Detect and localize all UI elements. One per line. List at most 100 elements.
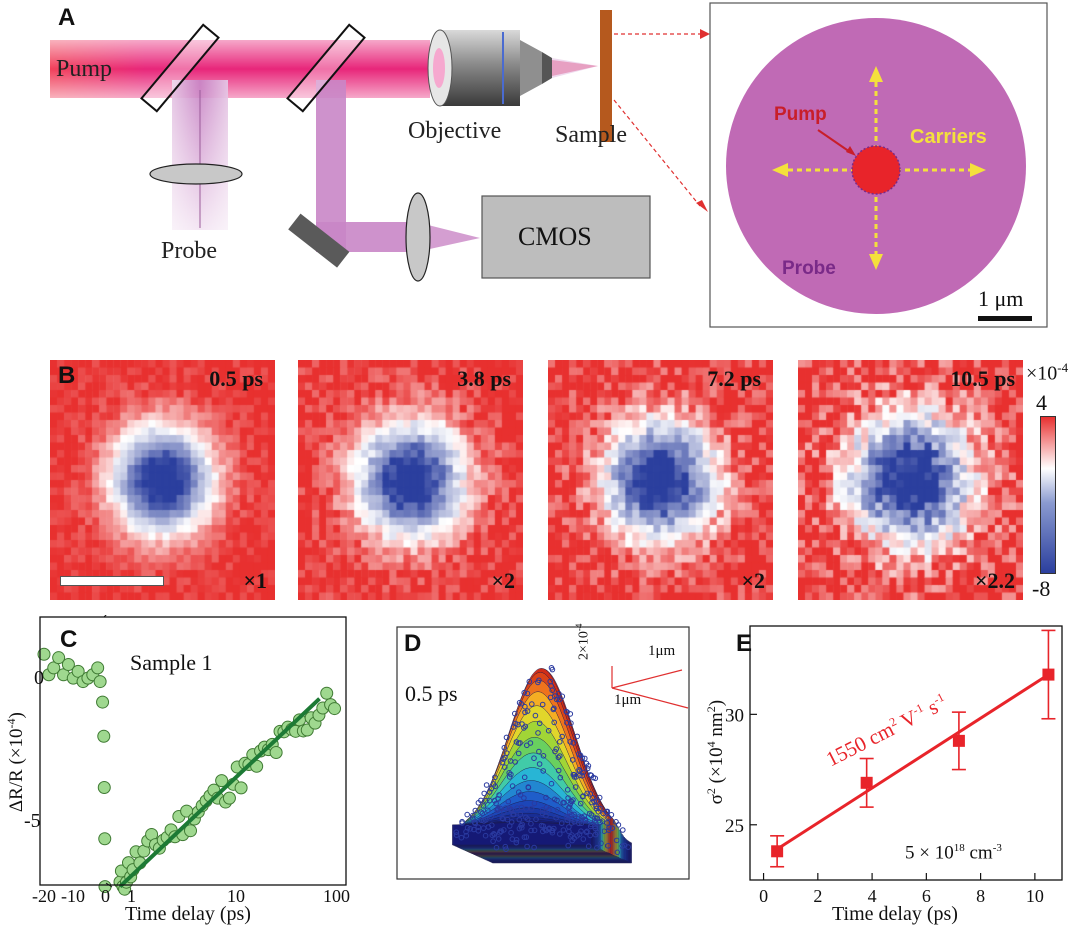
c-point [98,832,112,846]
c-point [234,781,248,795]
e-xtick: 10 [1026,886,1044,906]
heatmap-frame-1 [50,360,275,600]
c-point [61,658,75,671]
c-xlabel: Time delay (ps) [125,903,251,925]
panel-label-c: C [60,626,78,653]
frame-1: 0.5 ps ×1 [50,360,275,600]
frame-4-time: 10.5 ps [950,366,1015,391]
frame-4-scale: ×2.2 [974,568,1015,593]
cmos-label: CMOS [518,222,592,251]
objective-label: Objective [408,118,502,144]
panel-d-surface [396,626,690,880]
sample-label: Sample [555,122,627,148]
heatmap-frame-2 [298,360,523,600]
panel-label-d: D [404,630,422,657]
frame-3: 7.2 ps ×2 [548,360,773,600]
c-point [97,729,111,743]
colorbar [1040,416,1056,574]
frame-2-scale: ×2 [491,568,515,593]
c-xtick-6: 100 [323,886,350,906]
frame-2: 3.8 ps ×2 [298,360,523,600]
d-axis-x-label: 1μm [648,643,676,659]
e-point [771,845,784,858]
e-xtick: 4 [868,886,877,906]
e-xtick: 8 [976,886,985,906]
frame-3-time: 7.2 ps [707,366,761,391]
frame-1-time: 0.5 ps [209,366,263,391]
panel-label-e: E [736,630,753,657]
scale-bar-b [60,576,164,586]
colorbar-unit: ×10-4 [1026,360,1069,385]
d-time-label: 0.5 ps [405,681,458,706]
e-ytick: 25 [725,816,744,837]
e-fit-line [776,673,1050,851]
c-point [93,675,107,689]
beam-splitter-2 [286,23,366,113]
c-point [269,745,283,759]
heatmap-frame-4 [798,360,1023,600]
colorbar-min: -8 [1032,576,1051,601]
c-xtick-1: -10 [61,886,85,906]
return-beam [316,80,346,250]
c-point [328,702,342,716]
c-xtick-2: 0 [101,886,110,906]
frame-4: 10.5 ps ×2.2 [798,360,1023,600]
frame-2-time: 3.8 ps [457,366,511,391]
sample-plate [600,10,612,142]
panel-a-setup [50,2,1048,328]
beam-splitter-1 [140,23,220,113]
inset-scale-label: 1 μm [978,286,1024,311]
e-density-annotation: 5 × 1018 cm-3 [905,842,1002,864]
camera-lens [405,192,431,282]
axis-frame-c [39,616,347,886]
c-point [91,661,105,675]
c-point [52,651,66,665]
c-annotation: Sample 1 [130,650,213,675]
probe-label: Probe [161,238,217,264]
c-xtick-4: 1 [127,886,136,906]
objective [427,29,552,107]
d-axis-y-label: 1μm [614,692,642,708]
pump-label: Pump [56,56,113,82]
panel-c-chart [37,615,347,896]
e-xtick: 0 [759,886,768,906]
e-xlabel: Time delay (ps) [832,903,958,925]
c-xtick-5: 10 [227,886,245,906]
c-ytick-0: 0 [34,667,44,689]
c-xtick-0: -20 [32,886,56,906]
e-xtick: 6 [922,886,931,906]
frame-3-scale: ×2 [741,568,765,593]
e-point [952,734,965,747]
c-point [320,686,334,700]
d-axes-triad [611,666,689,709]
c-point [184,824,198,838]
c-point [37,647,51,661]
frame-1-scale: ×1 [243,568,267,593]
panel-label-b: B [58,362,76,389]
e-ylabel: σ2 (×104 nm2) [703,699,728,805]
probe-lens [149,163,243,185]
inset-carriers-label: Carriers [910,126,987,148]
fit-line [118,697,321,889]
c-point [215,774,229,788]
scale-bar-a [978,316,1032,321]
pump-spot [851,145,901,195]
e-point [1042,668,1055,681]
e-point [860,776,873,789]
carrier-arrows [786,80,972,256]
e-ytick: 30 [725,705,744,726]
mirror [288,213,350,268]
colorbar-max: 4 [1036,390,1047,415]
c-ytick-1: -5 [24,810,41,832]
heatmap-frame-3 [548,360,773,600]
inset-pump-label: Pump [774,104,827,125]
axis-frame-e [749,625,1063,881]
c-point [222,791,236,805]
cmos-camera [481,195,651,279]
c-point [97,781,111,794]
inset-probe-label: Probe [782,258,836,279]
panel-label-a: A [58,4,76,31]
c-point [96,695,110,709]
e-xtick: 2 [813,886,822,906]
